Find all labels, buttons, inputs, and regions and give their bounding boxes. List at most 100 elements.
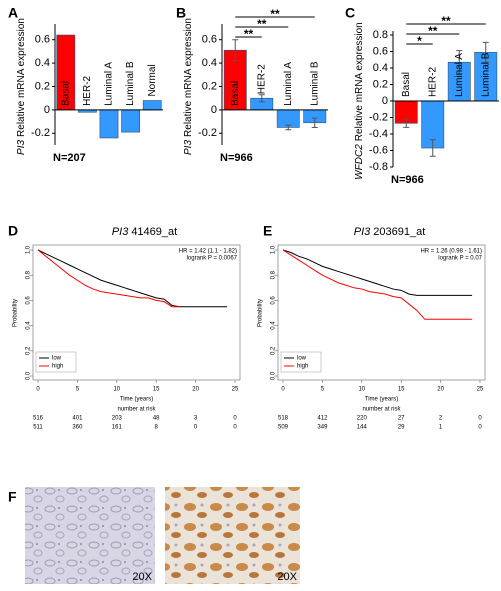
y-tick-label: 0.6 <box>373 45 388 57</box>
y-tick-label: 0.2 <box>373 78 388 90</box>
x-tick-label: 25 <box>232 387 239 393</box>
risk-count: 27 <box>398 416 405 422</box>
hazard-ratio: HR = 1.26 (0.98 - 1.61) <box>420 249 482 255</box>
risk-count: 1 <box>439 425 443 431</box>
error-bar <box>456 50 463 75</box>
error-bar <box>482 41 489 63</box>
survival-curve <box>37 249 180 308</box>
legend-label: high <box>297 364 308 370</box>
panel-letter: A <box>8 5 18 21</box>
p-value: logrank P = 0.0067 <box>187 256 238 262</box>
gene-name: PI3 <box>183 140 194 155</box>
risk-count: 511 <box>33 425 43 431</box>
risk-count: 516 <box>33 416 44 422</box>
x-tick-label: 20 <box>192 387 199 393</box>
risk-count: 220 <box>357 416 368 422</box>
category-label: Luminal A <box>104 62 115 106</box>
x-tick-label: 15 <box>153 387 160 393</box>
y-tick-label: 0.4 <box>35 57 50 69</box>
survival-curve <box>37 249 228 308</box>
risk-count: 412 <box>317 416 328 422</box>
panel-letter: C <box>345 5 355 21</box>
y-tick-label: 0.2 <box>35 80 50 92</box>
hazard-ratio: HR = 1.42 (1.1 - 1.82) <box>179 249 237 255</box>
risk-count: 48 <box>153 416 160 422</box>
significance-label: ** <box>428 24 438 38</box>
y-tick-label: 0.4 <box>202 57 217 69</box>
risk-count: 203 <box>112 416 123 422</box>
error-bar <box>285 124 292 131</box>
y-tick-label: 0.2 <box>26 346 32 355</box>
y-tick-label: 0.6 <box>35 34 50 46</box>
axis-title: PI3 203691_at <box>354 226 426 238</box>
risk-count: 161 <box>112 425 123 431</box>
risk-count: 349 <box>317 425 328 431</box>
error-bar <box>258 94 265 103</box>
x-tick-label: 5 <box>76 387 80 393</box>
panel-letter: F <box>8 489 17 505</box>
error-bar <box>232 39 239 62</box>
y-tick-label: -0.2 <box>31 127 50 139</box>
legend-box <box>280 351 322 373</box>
category-label: Luminal B <box>309 61 320 106</box>
x-axis-title: Time (years) <box>120 397 153 403</box>
risk-table-title: number at risk <box>117 407 156 413</box>
risk-count: 0 <box>233 425 237 431</box>
risk-count: 0 <box>194 425 198 431</box>
y-tick-label: 0.8 <box>271 270 277 279</box>
category-label: HER-2 <box>256 64 267 94</box>
y-tick-label: -0.8 <box>369 161 388 173</box>
risk-count: 0 <box>233 416 237 422</box>
y-tick-label: 1.0 <box>271 245 277 254</box>
risk-count: 3 <box>194 416 198 422</box>
risk-count: 8 <box>155 425 159 431</box>
micrograph <box>165 487 300 584</box>
y-tick-label: 0.2 <box>271 346 277 355</box>
gene-name: PI3 <box>112 226 129 238</box>
y-tick-label: 0.8 <box>373 29 388 41</box>
risk-count: 2 <box>439 416 443 422</box>
risk-count: 144 <box>357 425 368 431</box>
x-tick-label: 20 <box>437 387 444 393</box>
legend-label: low <box>297 356 307 362</box>
x-tick-label: 25 <box>477 387 484 393</box>
y-tick-label: -0.2 <box>369 111 388 123</box>
significance-label: ** <box>244 27 254 41</box>
gene-name: PI3 <box>354 226 371 238</box>
category-label: Basal <box>60 81 71 106</box>
y-tick-label: 0.4 <box>373 62 388 74</box>
survival-curve <box>282 249 473 296</box>
category-label: Basal <box>401 72 412 97</box>
note: N=966 <box>391 174 424 186</box>
category-label: Basal <box>230 81 241 106</box>
panel-letter: E <box>263 223 272 239</box>
axis-title-text: Relative mRNA expression <box>183 18 194 137</box>
risk-count: 29 <box>398 425 405 431</box>
error-bar <box>311 117 318 128</box>
y-tick-label: 0 <box>44 104 50 116</box>
significance-label: ** <box>441 14 451 28</box>
x-tick-label: 10 <box>113 387 120 393</box>
axis-title-text: 203691_at <box>373 226 425 238</box>
x-tick-label: 10 <box>358 387 365 393</box>
micrograph <box>25 487 155 584</box>
axis-title-text: Relative mRNA expression <box>354 22 365 141</box>
y-tick-label: 0.6 <box>202 34 217 46</box>
gene-name: PI3 <box>16 140 27 155</box>
y-tick-label: 0.0 <box>271 371 277 380</box>
axis-title: PI3 Relative mRNA expression <box>16 18 27 155</box>
p-value: logrank P = 0.07 <box>438 256 482 262</box>
x-tick-label: 0 <box>281 387 285 393</box>
magnification: 20X <box>277 571 297 583</box>
significance-label: ** <box>270 7 280 21</box>
category-label: Luminal B <box>480 52 491 97</box>
bar <box>121 109 140 133</box>
significance-label: ** <box>257 17 267 31</box>
plot-frame <box>277 244 486 381</box>
category-label: HER-2 <box>427 67 438 97</box>
category-label: Luminal A <box>454 53 465 97</box>
significance-label: * <box>417 34 422 48</box>
axis-title: PI3 Relative mRNA expression <box>183 18 194 155</box>
magnification: 20X <box>132 571 152 583</box>
